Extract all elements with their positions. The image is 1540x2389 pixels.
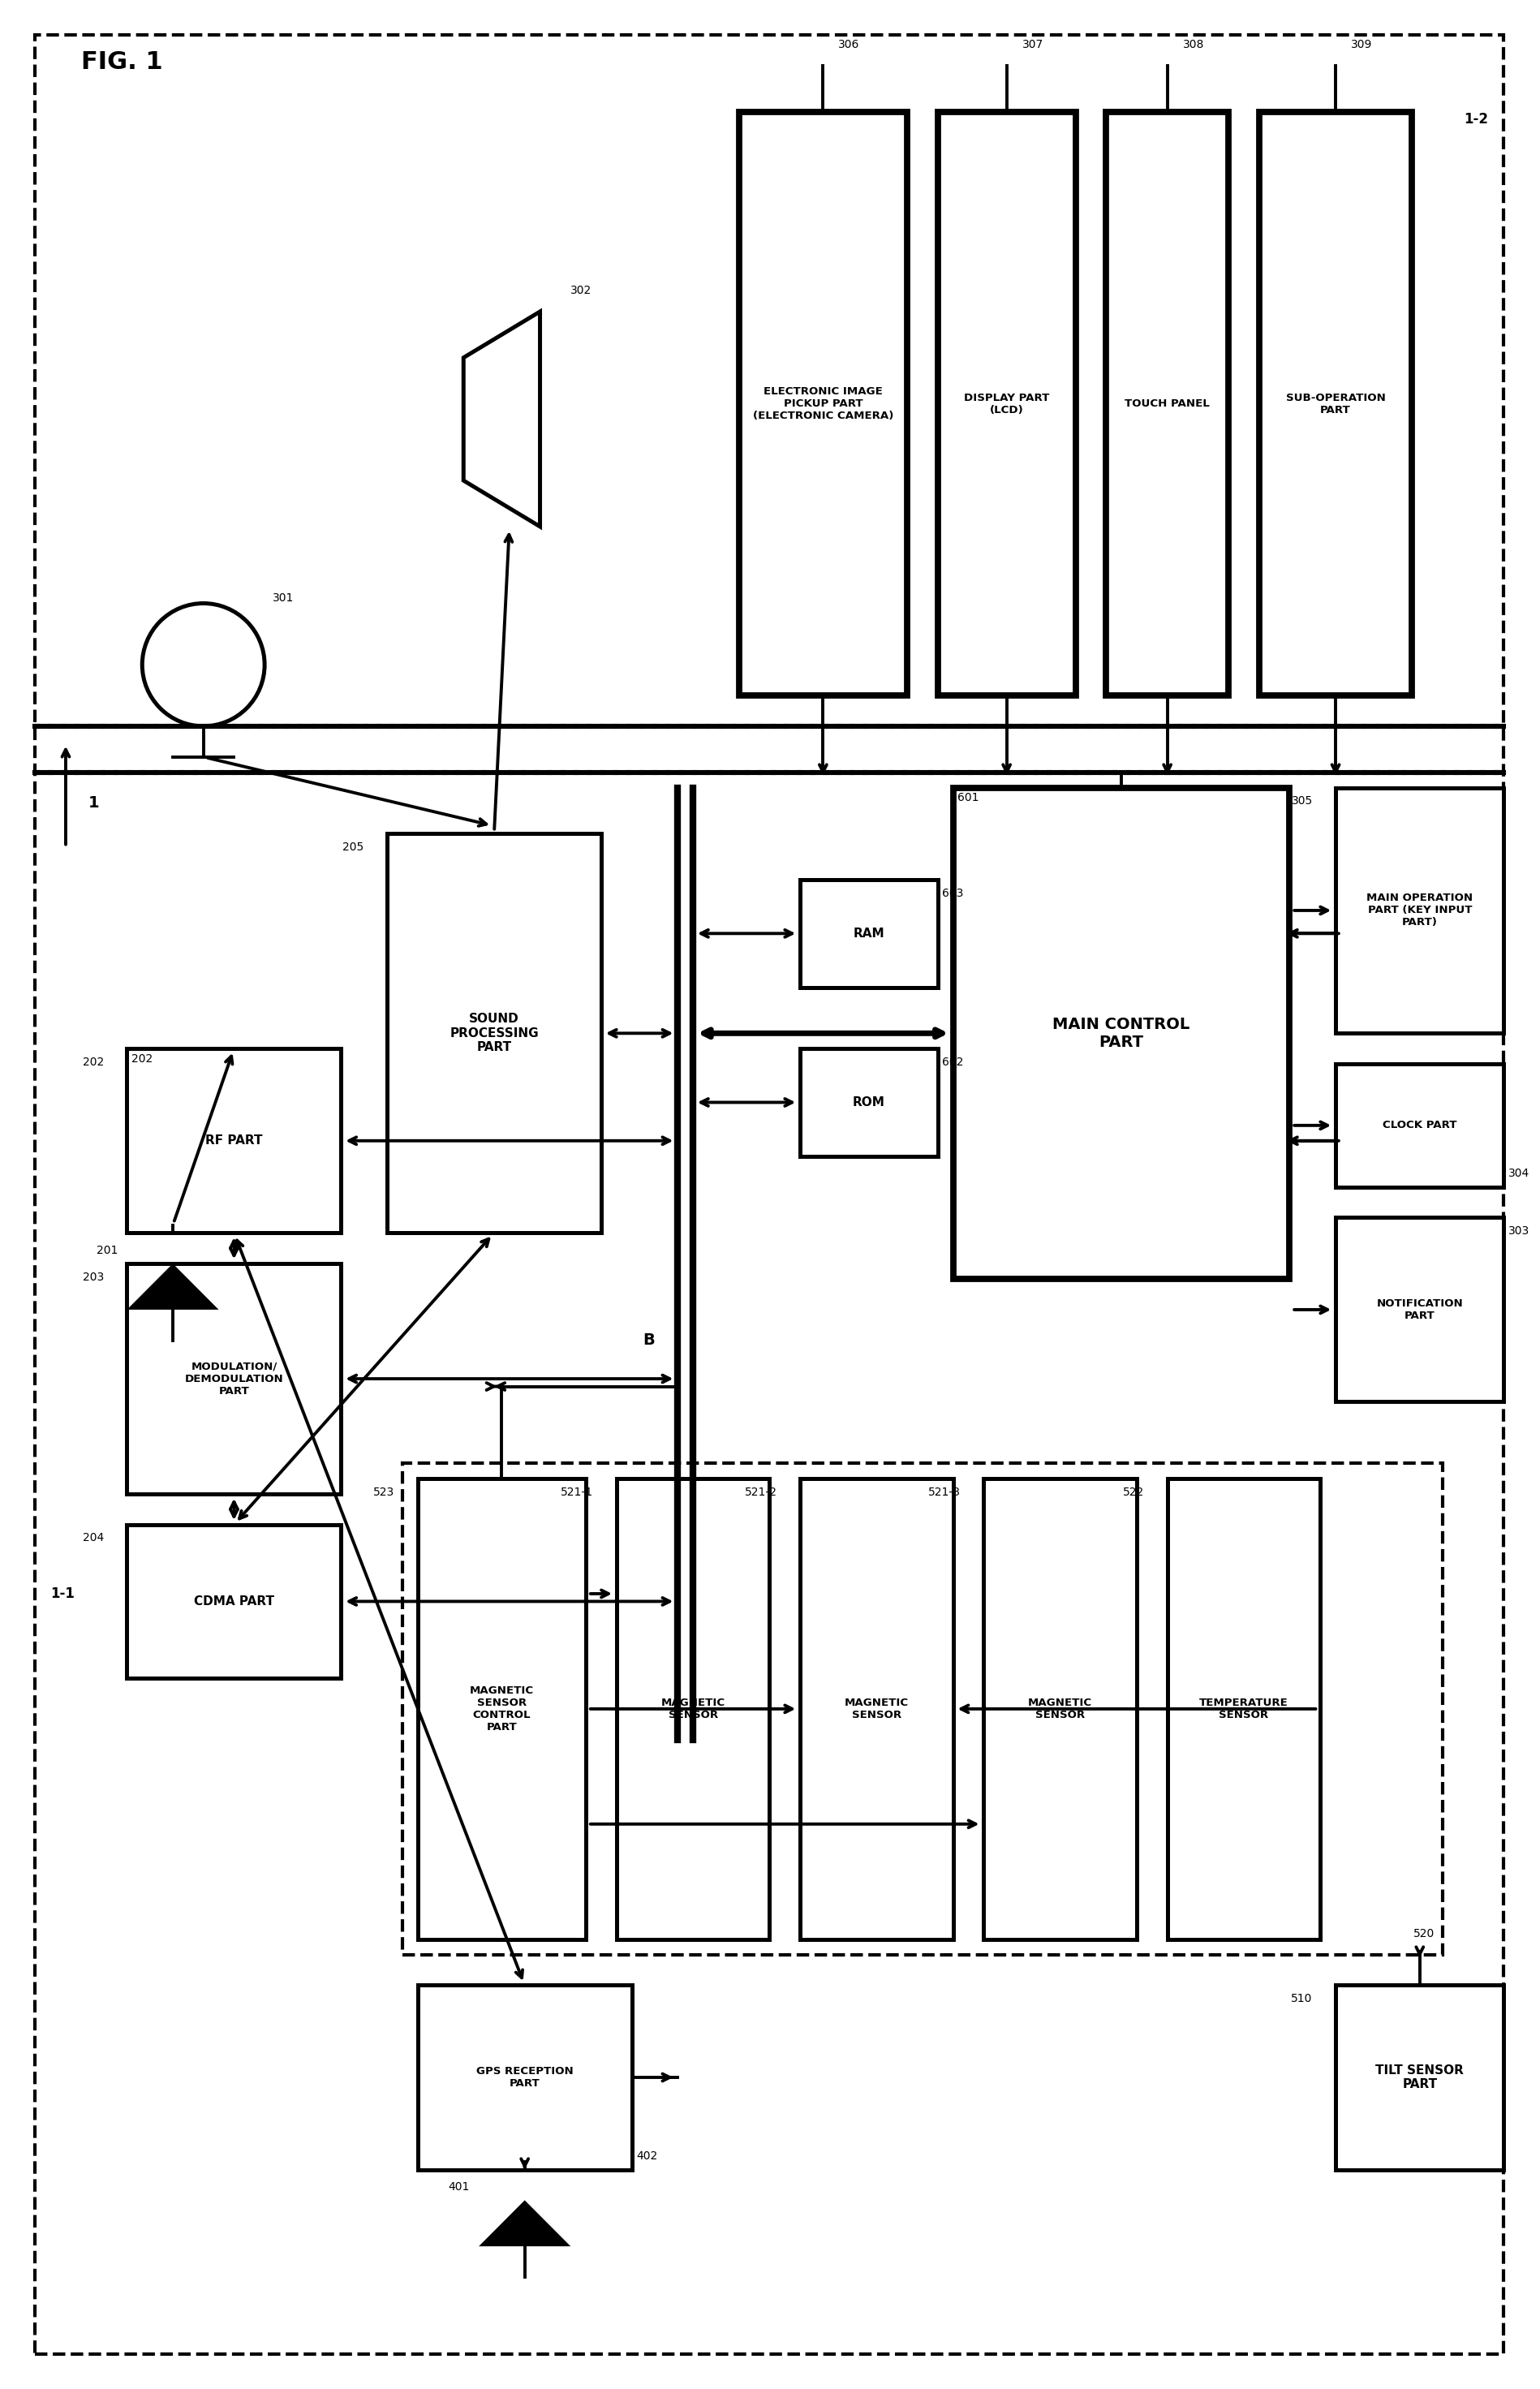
Text: 204: 204 <box>83 1531 105 1543</box>
Text: 602: 602 <box>942 1056 964 1068</box>
Text: 306: 306 <box>838 38 859 50</box>
Bar <box>1335 1063 1505 1187</box>
Text: 510: 510 <box>1291 1992 1312 2004</box>
Text: 304: 304 <box>1509 1168 1529 1180</box>
Bar <box>417 1985 631 2169</box>
Text: 301: 301 <box>273 592 294 604</box>
Text: MAGNETIC
SENSOR: MAGNETIC SENSOR <box>844 1699 909 1720</box>
Text: 402: 402 <box>636 2150 658 2162</box>
Text: 522: 522 <box>1123 1486 1144 1498</box>
Text: 201: 201 <box>97 1245 117 1257</box>
Polygon shape <box>464 311 541 526</box>
Text: 202: 202 <box>83 1056 105 1068</box>
Text: 1: 1 <box>89 796 100 810</box>
Text: 1-2: 1-2 <box>1465 112 1489 127</box>
Text: 202: 202 <box>131 1054 152 1065</box>
Bar <box>953 788 1289 1278</box>
Text: ELECTRONIC IMAGE
PICKUP PART
(ELECTRONIC CAMERA): ELECTRONIC IMAGE PICKUP PART (ELECTRONIC… <box>753 387 893 420</box>
Bar <box>126 1524 340 1677</box>
Bar <box>801 1479 953 1940</box>
Text: RF PART: RF PART <box>205 1135 263 1147</box>
Bar <box>1167 1479 1320 1940</box>
Text: TOUCH PANEL: TOUCH PANEL <box>1124 399 1210 409</box>
Polygon shape <box>126 1264 219 1309</box>
Text: 307: 307 <box>1023 38 1043 50</box>
Bar <box>126 1049 340 1233</box>
Text: 308: 308 <box>1183 38 1204 50</box>
Text: 305: 305 <box>1292 796 1312 807</box>
Text: MAGNETIC
SENSOR: MAGNETIC SENSOR <box>1029 1699 1092 1720</box>
Text: 521-3: 521-3 <box>929 1486 961 1498</box>
Text: TEMPERATURE
SENSOR: TEMPERATURE SENSOR <box>1200 1699 1289 1720</box>
Text: 309: 309 <box>1351 38 1372 50</box>
Text: 302: 302 <box>571 284 591 296</box>
Text: MAGNETIC
SENSOR
CONTROL
PART: MAGNETIC SENSOR CONTROL PART <box>470 1684 534 1732</box>
Text: 520: 520 <box>1414 1928 1435 1940</box>
Bar <box>801 879 938 987</box>
Bar <box>126 1264 340 1493</box>
Bar <box>984 1479 1137 1940</box>
Text: GPS RECEPTION
PART: GPS RECEPTION PART <box>476 2066 573 2088</box>
Text: FIG. 1: FIG. 1 <box>82 50 163 74</box>
Bar <box>402 1462 1443 1954</box>
Bar <box>1260 112 1412 695</box>
Text: 401: 401 <box>448 2181 470 2193</box>
Text: 523: 523 <box>373 1486 394 1498</box>
Text: MAIN CONTROL
PART: MAIN CONTROL PART <box>1053 1018 1190 1049</box>
Bar <box>1106 112 1229 695</box>
Text: RAM: RAM <box>853 927 884 939</box>
Text: MODULATION/
DEMODULATION
PART: MODULATION/ DEMODULATION PART <box>185 1362 283 1395</box>
Text: 521-2: 521-2 <box>745 1486 778 1498</box>
Text: 521-1: 521-1 <box>561 1486 593 1498</box>
Bar <box>616 1479 770 1940</box>
Text: 203: 203 <box>83 1271 105 1283</box>
Text: 1-1: 1-1 <box>51 1586 74 1601</box>
Text: CLOCK PART: CLOCK PART <box>1383 1120 1457 1130</box>
Text: MAGNETIC
SENSOR: MAGNETIC SENSOR <box>661 1699 725 1720</box>
Text: MAIN OPERATION
PART (KEY INPUT
PART): MAIN OPERATION PART (KEY INPUT PART) <box>1366 893 1472 927</box>
Text: NOTIFICATION
PART: NOTIFICATION PART <box>1377 1297 1463 1321</box>
Bar <box>801 1049 938 1156</box>
Bar <box>938 112 1075 695</box>
Text: DISPLAY PART
(LCD): DISPLAY PART (LCD) <box>964 392 1049 416</box>
Bar <box>1335 788 1505 1034</box>
Bar <box>1335 1218 1505 1402</box>
Text: 205: 205 <box>343 841 363 853</box>
Text: B: B <box>642 1333 654 1347</box>
Polygon shape <box>479 2200 571 2246</box>
Text: SOUND
PROCESSING
PART: SOUND PROCESSING PART <box>450 1013 539 1054</box>
Bar <box>739 112 907 695</box>
Text: CDMA PART: CDMA PART <box>194 1596 274 1608</box>
Text: 603: 603 <box>942 886 964 898</box>
Text: TILT SENSOR
PART: TILT SENSOR PART <box>1375 2064 1465 2090</box>
Bar <box>387 834 601 1233</box>
Bar <box>1335 1985 1505 2169</box>
Text: SUB-OPERATION
PART: SUB-OPERATION PART <box>1286 392 1386 416</box>
Text: ROM: ROM <box>853 1097 885 1108</box>
Text: 303: 303 <box>1509 1226 1529 1238</box>
Bar <box>417 1479 585 1940</box>
Text: 601: 601 <box>958 793 979 803</box>
